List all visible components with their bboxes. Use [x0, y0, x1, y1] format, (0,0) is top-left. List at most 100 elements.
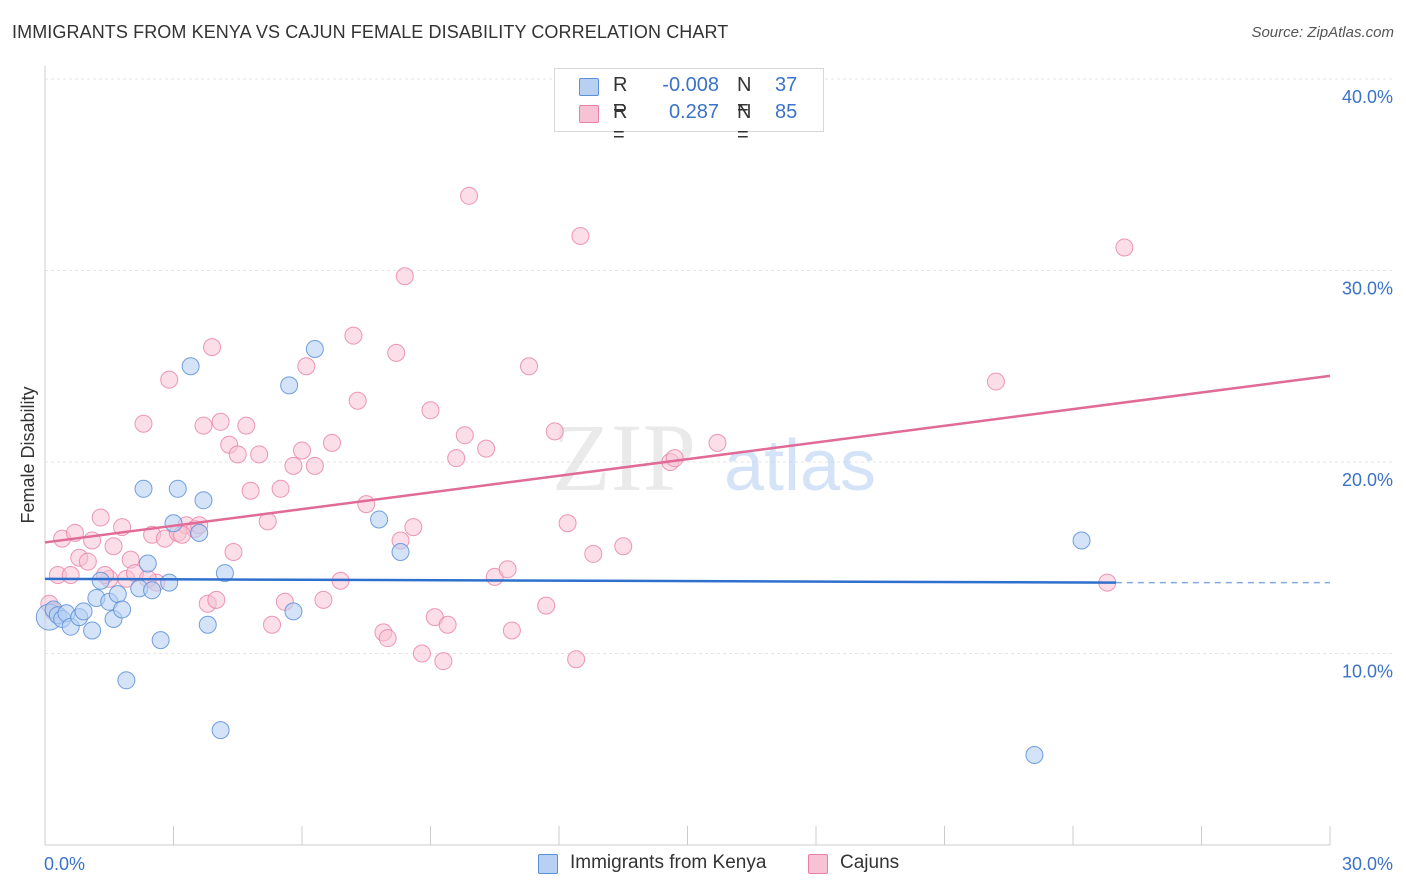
legend-r-label: R = — [613, 101, 628, 146]
cajun-point — [314, 590, 333, 609]
cajun-point — [228, 445, 247, 464]
cajun-point — [91, 508, 110, 527]
kenya-swatch — [579, 78, 599, 96]
cajun-point — [250, 445, 269, 464]
cajun-point — [78, 552, 97, 571]
legend-n-value: 85 — [775, 101, 798, 123]
cajun-legend-label: Cajuns — [840, 852, 900, 873]
cajun-point — [357, 495, 376, 514]
kenya-legend-label: Immigrants from Kenya — [570, 852, 767, 873]
cajun-point — [1115, 238, 1134, 257]
kenya-point — [305, 340, 324, 359]
cajun-point — [297, 357, 316, 376]
x-tick-label: 0.0% — [44, 854, 85, 874]
cajun-swatch — [579, 105, 599, 123]
cajun-point — [293, 441, 311, 460]
cajun-point — [224, 543, 243, 562]
kenya-point — [113, 600, 132, 619]
cajun-point — [211, 412, 230, 431]
kenya-point — [284, 602, 303, 621]
kenya-point — [370, 510, 389, 529]
legend-n-label: N = — [737, 101, 752, 146]
kenya-point — [168, 479, 187, 498]
cajun-point — [271, 479, 290, 498]
cajun-point — [263, 615, 282, 634]
kenya-point — [1025, 745, 1044, 764]
cajun-legend-swatch — [808, 854, 828, 874]
kenya-trend-line — [44, 577, 1116, 584]
cajun-point — [584, 544, 603, 563]
cajun-point — [986, 372, 1005, 391]
kenya-point — [91, 571, 110, 590]
cajun-point — [160, 370, 179, 389]
kenya-point — [134, 479, 153, 498]
cajun-point — [498, 560, 517, 579]
cajun-point — [305, 456, 324, 475]
cajun-point — [665, 449, 684, 468]
cajun-point — [477, 439, 496, 458]
x-tick-label: 30.0% — [1342, 854, 1393, 874]
cajun-point — [545, 422, 564, 441]
watermark-atlas: atlas — [724, 426, 876, 506]
kenya-point — [138, 554, 157, 573]
cajun-point — [194, 416, 213, 435]
legend-r-value: 0.287 — [668, 101, 719, 123]
kenya-point — [181, 357, 200, 376]
kenya-points — [35, 340, 1091, 764]
y-tick-label: 20.0% — [1342, 470, 1393, 490]
cajun-point — [134, 414, 153, 433]
cajun-point — [520, 357, 539, 376]
kenya-point — [280, 376, 299, 395]
watermark: ZIP atlas — [552, 404, 876, 511]
y-axis-label: Female Disability — [18, 386, 38, 523]
cajun-point — [502, 621, 521, 640]
cajun-point — [387, 343, 406, 362]
x-tick-labels: 0.0% 30.0% — [44, 854, 1393, 874]
cajun-point — [104, 537, 123, 556]
cajun-point — [614, 537, 633, 556]
y-tick-labels: 10.0% 20.0% 30.0% 40.0% — [1342, 87, 1393, 682]
source-credit: Source: ZipAtlas.com — [1251, 24, 1394, 41]
legend-n-label: N = — [737, 74, 752, 119]
cajun-point — [322, 433, 341, 452]
cajun-point — [207, 590, 226, 609]
kenya-point — [164, 514, 183, 533]
cajun-point — [447, 449, 466, 468]
cajun-point — [434, 652, 453, 671]
cajun-trend-line — [44, 374, 1331, 544]
cajun-point — [241, 481, 260, 500]
cajun-point — [460, 186, 479, 205]
kenya-point — [160, 573, 179, 592]
kenya-point — [108, 585, 127, 604]
kenya-point — [391, 543, 410, 562]
cajun-point — [378, 629, 397, 648]
kenya-point — [194, 491, 213, 510]
y-tick-label: 40.0% — [1342, 87, 1393, 107]
kenya-point — [215, 564, 234, 583]
cajun-point — [421, 401, 440, 420]
kenya-point — [83, 621, 102, 640]
kenya-point — [211, 721, 230, 740]
cajun-point — [203, 338, 222, 357]
cajun-point — [455, 426, 474, 445]
legend-r-label: R = — [613, 74, 628, 119]
cajun-point — [438, 615, 457, 634]
legend-n-value: 37 — [775, 74, 798, 96]
stats-legend: R = -0.008 N = 37 R = 0.287 N = 85 — [554, 68, 824, 146]
cajun-point — [395, 267, 414, 286]
grid-lines — [45, 78, 1392, 654]
cajun-point — [558, 514, 577, 533]
kenya-point — [1072, 531, 1091, 550]
cajun-point — [404, 518, 423, 537]
kenya-point — [151, 631, 170, 650]
kenya-point — [74, 602, 93, 621]
trend-lines — [44, 374, 1331, 584]
cajun-point — [237, 416, 256, 435]
kenya-point — [117, 671, 136, 690]
cajun-point — [567, 650, 586, 669]
kenya-point — [190, 523, 209, 542]
cajun-point — [61, 565, 80, 584]
kenya-point — [198, 615, 217, 634]
chart-title: IMMIGRANTS FROM KENYA VS CAJUN FEMALE DI… — [12, 22, 729, 42]
